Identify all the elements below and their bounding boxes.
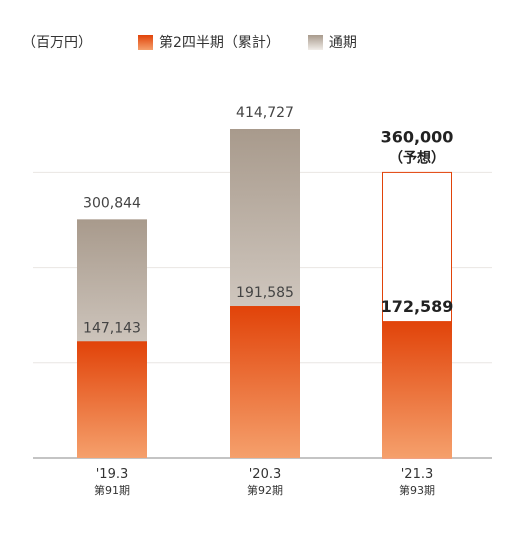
x-period-label: 第92期: [247, 483, 283, 497]
data-label-h1: 191,585: [236, 285, 294, 301]
x-tick-label: '20.3: [249, 467, 282, 482]
x-tick-label: '19.3: [96, 467, 129, 482]
data-label-h1: 172,589: [381, 297, 454, 316]
bar-h1: [382, 321, 452, 458]
x-period-label: 第91期: [94, 483, 130, 497]
forecast-note: （予想）: [389, 149, 445, 166]
x-period-label: 第93期: [399, 483, 435, 497]
legend-swatch-h1: [138, 34, 153, 50]
legend-item-fy: 通期: [307, 32, 357, 52]
data-label-full-year: 414,727: [236, 105, 294, 121]
legend-swatch-fy: [307, 34, 323, 50]
data-label-full-year: 360,000: [381, 127, 454, 146]
legend-label-fy: 通期: [328, 35, 357, 51]
data-label-full-year: 300,844: [83, 195, 141, 211]
data-label-h1: 147,143: [83, 320, 141, 336]
legend-label-h1: 第2四半期（累計）: [159, 35, 280, 51]
unit-label: （百万円）: [22, 35, 92, 51]
legend-item-h1: 第2四半期（累計）: [138, 32, 280, 52]
bar-layer: [77, 129, 452, 459]
bar-h1: [230, 306, 300, 458]
bar-h1: [77, 341, 147, 458]
legend: 第2四半期（累計） 通期: [138, 32, 385, 52]
x-tick-label: '21.3: [401, 467, 434, 482]
